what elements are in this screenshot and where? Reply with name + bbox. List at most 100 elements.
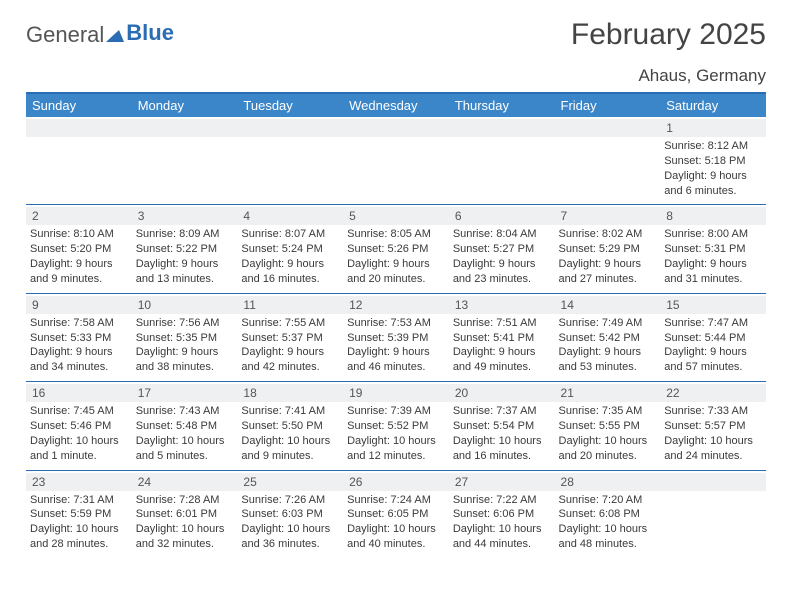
day-number: 5 [343,207,449,225]
day-info: Sunrise: 7:26 AMSunset: 6:03 PMDaylight:… [241,493,339,552]
sunset-line: Sunset: 6:08 PM [559,507,657,522]
daylight-line: Daylight: 10 hours and 20 minutes. [559,434,657,464]
daylight-line: Daylight: 9 hours and 23 minutes. [453,257,551,287]
day-info: Sunrise: 7:56 AMSunset: 5:35 PMDaylight:… [136,316,234,375]
calendar-cell: 24Sunrise: 7:28 AMSunset: 6:01 PMDayligh… [132,470,238,558]
day-info: Sunrise: 7:20 AMSunset: 6:08 PMDaylight:… [559,493,657,552]
sunset-line: Sunset: 5:59 PM [30,507,128,522]
sunrise-line: Sunrise: 7:31 AM [30,493,128,508]
calendar-cell: 26 Sunrise: 7:24 AMSunset: 6:05 PMDayligh… [343,470,449,558]
calendar-cell: 6Sunrise: 8:04 AMSunset: 5:27 PMDaylight… [449,205,555,293]
day-info: Sunrise: 7:31 AMSunset: 5:59 PMDaylight:… [30,493,128,552]
day-number: 7 [555,207,661,225]
day-number [132,119,238,137]
day-number: 4 [237,207,343,225]
daylight-line: Daylight: 9 hours and 34 minutes. [30,345,128,375]
day-info: Sunrise: 7:28 AMSunset: 6:01 PMDaylight:… [136,493,234,552]
sunset-line: Sunset: 5:50 PM [241,419,339,434]
daylight-line: Daylight: 10 hours and 44 minutes. [453,522,551,552]
sunset-line: Sunset: 5:57 PM [664,419,762,434]
calendar-cell: 20Sunrise: 7:37 AMSunset: 5:54 PMDayligh… [449,382,555,470]
daylight-line: Daylight: 9 hours and 31 minutes. [664,257,762,287]
sunrise-line: Sunrise: 7:47 AM [664,316,762,331]
calendar-cell: 9Sunrise: 7:58 AMSunset: 5:33 PMDaylight… [26,293,132,381]
sunrise-line: Sunrise: 7:49 AM [559,316,657,331]
sunrise-line: Sunrise: 7:51 AM [453,316,551,331]
sunset-line: Sunset: 6:01 PM [136,507,234,522]
sunrise-line: Sunrise: 8:04 AM [453,227,551,242]
daylight-line: Daylight: 10 hours and 12 minutes. [347,434,445,464]
title-block: February 2025 [571,18,766,54]
calendar-table: SundayMondayTuesdayWednesdayThursdayFrid… [26,94,766,558]
daylight-line: Daylight: 9 hours and 9 minutes. [30,257,128,287]
daylight-line: Daylight: 10 hours and 5 minutes. [136,434,234,464]
calendar-week-row: 1 Sunrise: 8:12 AMSunset: 5:18 PMDaylight… [26,117,766,205]
calendar-cell: 19Sunrise: 7:39 AMSunset: 5:52 PMDayligh… [343,382,449,470]
daylight-line: Daylight: 9 hours and 20 minutes. [347,257,445,287]
day-info: Sunrise: 8:12 AMSunset: 5:18 PMDaylight:… [664,139,762,198]
day-number: 1 [660,119,766,137]
sunset-line: Sunset: 5:29 PM [559,242,657,257]
day-of-week-header: Friday [555,94,661,117]
day-number: 8 [660,207,766,225]
calendar-cell [26,117,132,205]
day-info: Sunrise: 8:02 AMSunset: 5:29 PMDaylight:… [559,227,657,286]
sunset-line: Sunset: 6:06 PM [453,507,551,522]
sunrise-line: Sunrise: 7:35 AM [559,404,657,419]
day-info: Sunrise: 7:35 AMSunset: 5:55 PMDaylight:… [559,404,657,463]
sunrise-line: Sunrise: 7:55 AM [241,316,339,331]
logo-triangle-icon [106,28,124,42]
sunset-line: Sunset: 5:52 PM [347,419,445,434]
sunset-line: Sunset: 5:54 PM [453,419,551,434]
calendar-cell: 28Sunrise: 7:20 AMSunset: 6:08 PMDayligh… [555,470,661,558]
daylight-line: Daylight: 10 hours and 32 minutes. [136,522,234,552]
calendar-cell: 14Sunrise: 7:49 AMSunset: 5:42 PMDayligh… [555,293,661,381]
logo: General Blue [26,18,174,46]
calendar-cell: 11Sunrise: 7:55 AMSunset: 5:37 PMDayligh… [237,293,343,381]
day-of-week-header: Tuesday [237,94,343,117]
sunset-line: Sunset: 5:33 PM [30,331,128,346]
daylight-line: Daylight: 9 hours and 27 minutes. [559,257,657,287]
calendar-cell: 5Sunrise: 8:05 AMSunset: 5:26 PMDaylight… [343,205,449,293]
day-number: 25 [237,473,343,491]
day-info: Sunrise: 7:39 AMSunset: 5:52 PMDaylight:… [347,404,445,463]
day-info: Sunrise: 7:53 AMSunset: 5:39 PMDaylight:… [347,316,445,375]
location-subtitle: Ahaus, Germany [26,66,766,94]
day-of-week-header: Thursday [449,94,555,117]
day-info: Sunrise: 8:10 AMSunset: 5:20 PMDaylight:… [30,227,128,286]
day-info: Sunrise: 8:09 AMSunset: 5:22 PMDaylight:… [136,227,234,286]
sunset-line: Sunset: 5:48 PM [136,419,234,434]
sunset-line: Sunset: 5:37 PM [241,331,339,346]
daylight-line: Daylight: 10 hours and 28 minutes. [30,522,128,552]
sunrise-line: Sunrise: 7:33 AM [664,404,762,419]
day-number: 18 [237,384,343,402]
day-number: 26 [343,473,449,491]
sunset-line: Sunset: 5:22 PM [136,242,234,257]
day-number: 15 [660,296,766,314]
logo-text-1: General [26,24,104,46]
day-info: Sunrise: 7:24 AMSunset: 6:05 PMDaylight:… [347,493,445,552]
daylight-line: Daylight: 10 hours and 9 minutes. [241,434,339,464]
day-info: Sunrise: 8:04 AMSunset: 5:27 PMDaylight:… [453,227,551,286]
day-number [343,119,449,137]
sunset-line: Sunset: 5:35 PM [136,331,234,346]
day-number: 23 [26,473,132,491]
day-of-week-header: Monday [132,94,238,117]
day-number: 2 [26,207,132,225]
sunset-line: Sunset: 6:05 PM [347,507,445,522]
calendar-cell: 27Sunrise: 7:22 AMSunset: 6:06 PMDayligh… [449,470,555,558]
sunrise-line: Sunrise: 7:28 AM [136,493,234,508]
sunset-line: Sunset: 5:46 PM [30,419,128,434]
day-number: 17 [132,384,238,402]
day-info: Sunrise: 7:55 AMSunset: 5:37 PMDaylight:… [241,316,339,375]
sunrise-line: Sunrise: 8:02 AM [559,227,657,242]
daylight-line: Daylight: 9 hours and 49 minutes. [453,345,551,375]
calendar-cell: 4Sunrise: 8:07 AMSunset: 5:24 PMDaylight… [237,205,343,293]
sunrise-line: Sunrise: 8:00 AM [664,227,762,242]
sunset-line: Sunset: 5:39 PM [347,331,445,346]
daylight-line: Daylight: 9 hours and 16 minutes. [241,257,339,287]
sunrise-line: Sunrise: 7:56 AM [136,316,234,331]
day-number [26,119,132,137]
calendar-cell [343,117,449,205]
calendar-cell: 17Sunrise: 7:43 AMSunset: 5:48 PMDayligh… [132,382,238,470]
